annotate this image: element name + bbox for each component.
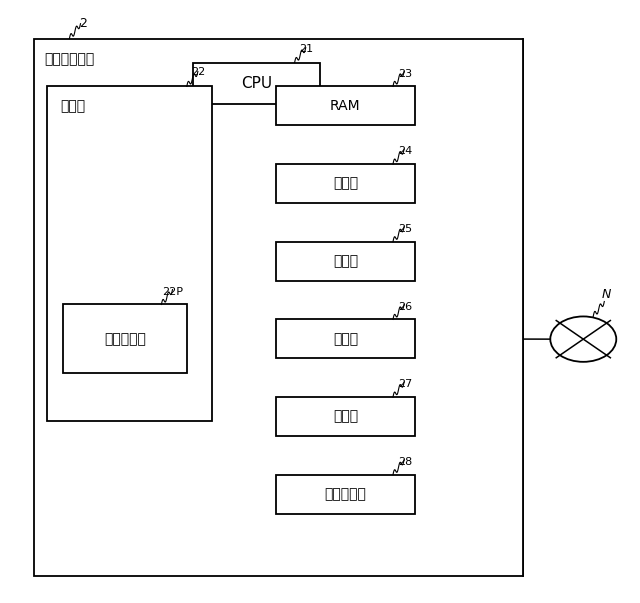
Bar xyxy=(276,320,415,358)
Text: 表示部: 表示部 xyxy=(333,254,358,268)
Text: 26: 26 xyxy=(398,302,412,312)
Bar xyxy=(276,242,415,280)
Text: N: N xyxy=(602,288,611,302)
Text: 音声出力部: 音声出力部 xyxy=(324,487,366,501)
Text: 受信部: 受信部 xyxy=(333,409,358,423)
Text: 25: 25 xyxy=(398,224,412,234)
Ellipse shape xyxy=(550,317,616,362)
Text: プログラム: プログラム xyxy=(104,332,146,346)
Text: 入力部: 入力部 xyxy=(333,177,358,191)
Text: CPU: CPU xyxy=(241,76,272,91)
Text: 22: 22 xyxy=(191,68,206,77)
Text: RAM: RAM xyxy=(330,99,361,113)
Bar xyxy=(276,475,415,514)
Bar xyxy=(276,397,415,436)
Bar xyxy=(276,86,415,125)
Text: 27: 27 xyxy=(397,379,412,390)
Bar xyxy=(35,39,523,576)
Bar xyxy=(193,63,320,104)
Text: 記憶部: 記憶部 xyxy=(60,99,85,113)
Text: 24: 24 xyxy=(397,147,412,156)
Text: 28: 28 xyxy=(397,457,412,467)
Text: 22P: 22P xyxy=(163,287,184,297)
Text: 21: 21 xyxy=(300,43,314,54)
Text: 通信部: 通信部 xyxy=(333,332,358,346)
Bar xyxy=(47,86,212,421)
Bar xyxy=(63,305,187,373)
Bar xyxy=(276,164,415,203)
Text: 23: 23 xyxy=(398,69,412,78)
Text: 携帯端末装置: 携帯端末装置 xyxy=(44,52,94,66)
Text: 2: 2 xyxy=(79,17,87,30)
